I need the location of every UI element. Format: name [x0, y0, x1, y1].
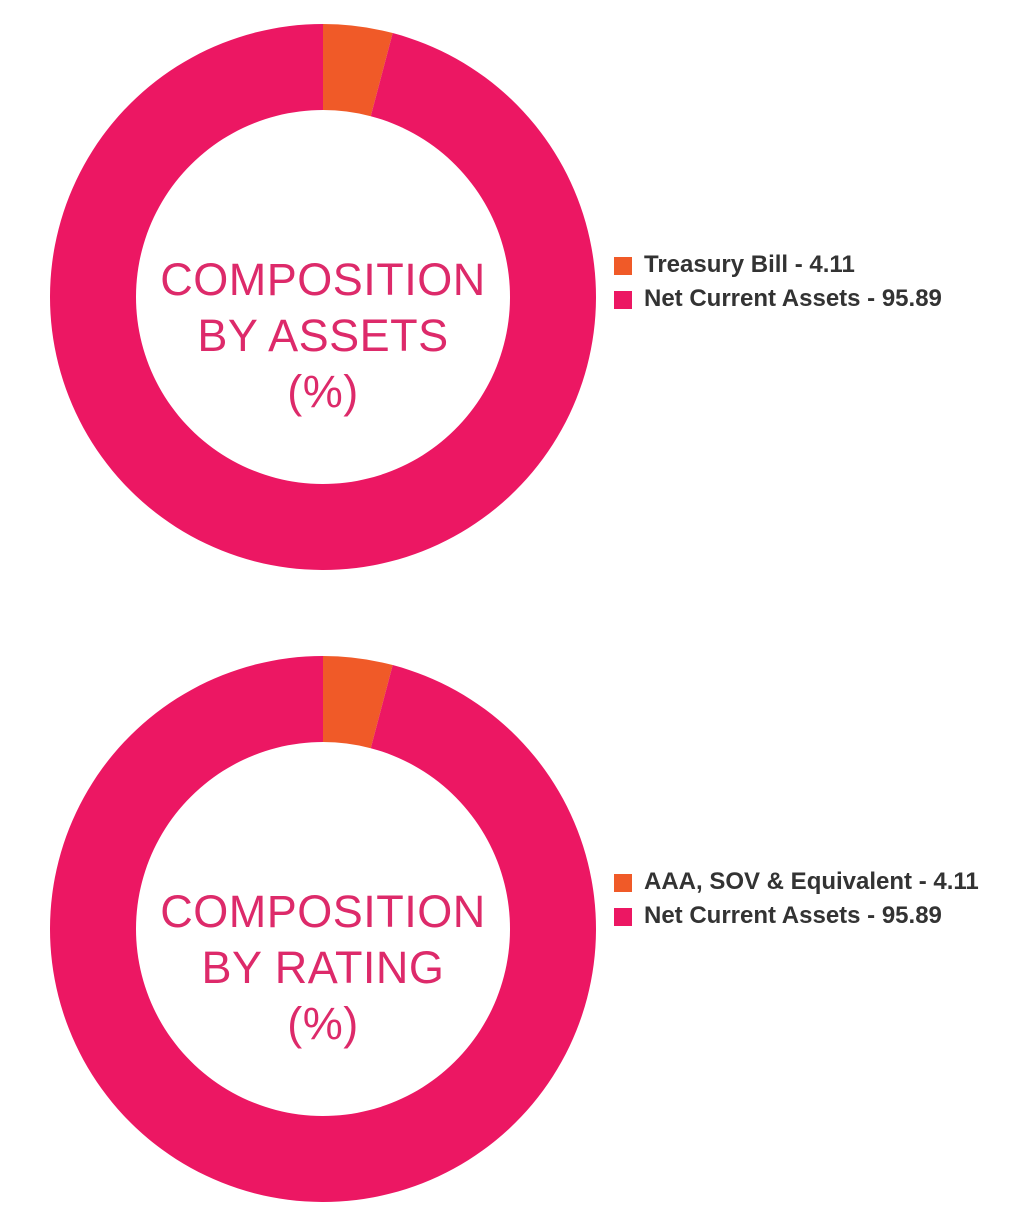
legend-item-net-current-assets: Net Current Assets - 95.89 — [614, 899, 994, 933]
rating-legend: AAA, SOV & Equivalent - 4.11 Net Current… — [614, 865, 994, 933]
legend-item-aaa-sov-equivalent: AAA, SOV & Equivalent - 4.11 — [614, 865, 994, 899]
legend-swatch-pink — [614, 908, 632, 926]
composition-by-rating-chart: COMPOSITION BY RATING (%) AAA, SOV & Equ… — [0, 644, 1014, 1204]
donut-slice-net-current-assets — [49, 656, 596, 1202]
legend-item-treasury-bill: Treasury Bill - 4.11 — [614, 248, 994, 282]
legend-label: Net Current Assets - 95.89 — [644, 902, 942, 929]
donut-slice-treasury-bill — [323, 24, 393, 117]
donut-slice-aaa-sov-equivalent — [323, 656, 393, 749]
donut-slice-net-current-assets — [49, 24, 596, 570]
legend-swatch-pink — [614, 291, 632, 309]
composition-by-assets-chart: COMPOSITION BY ASSETS (%) Treasury Bill … — [0, 12, 1014, 572]
legend-label: Net Current Assets - 95.89 — [644, 285, 942, 312]
legend-item-net-current-assets: Net Current Assets - 95.89 — [614, 282, 994, 316]
legend-swatch-orange — [614, 874, 632, 892]
assets-legend: Treasury Bill - 4.11 Net Current Assets … — [614, 248, 994, 316]
legend-label: Treasury Bill - 4.11 — [644, 251, 855, 278]
assets-chart-title: COMPOSITION BY ASSETS (%) — [123, 252, 523, 420]
assets-title-line-3: (%) — [287, 366, 359, 417]
legend-swatch-orange — [614, 257, 632, 275]
rating-title-line-3: (%) — [287, 998, 359, 1049]
rating-title-line-1: COMPOSITION — [160, 886, 486, 937]
assets-donut — [49, 24, 596, 570]
rating-chart-title: COMPOSITION BY RATING (%) — [123, 884, 523, 1052]
legend-label: AAA, SOV & Equivalent - 4.11 — [644, 868, 979, 895]
assets-title-line-2: BY ASSETS — [197, 310, 449, 361]
assets-title-line-1: COMPOSITION — [160, 254, 486, 305]
rating-donut — [49, 656, 596, 1202]
rating-title-line-2: BY RATING — [201, 942, 445, 993]
